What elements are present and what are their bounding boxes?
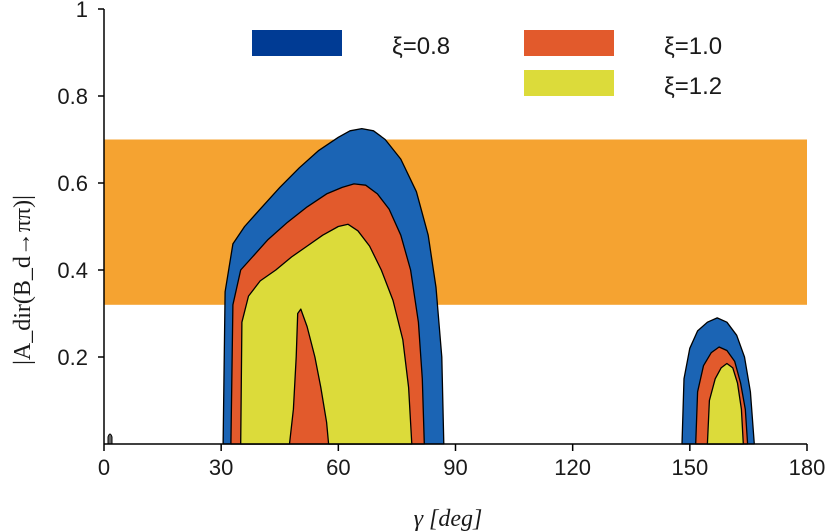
region-3-2 [706, 362, 744, 445]
legend: ξ=0.8 ξ=1.0 ξ=1.2 [252, 30, 722, 100]
legend-label: ξ=1.2 [664, 73, 722, 100]
y-axis-title: |A_dir(B_d→ππ)| [10, 195, 36, 365]
x-axis-title: γ [deg] [414, 506, 483, 532]
x-tick-label: 0 [98, 455, 110, 480]
y-tick-label: 1 [76, 0, 88, 22]
region-layer [222, 127, 755, 445]
x-tick-label: 150 [671, 455, 708, 480]
x-tick-label: 60 [326, 455, 350, 480]
tiny-marker [107, 433, 113, 445]
x-tick-label: 30 [209, 455, 233, 480]
region-3-1 [240, 223, 413, 445]
legend-swatch [252, 30, 342, 56]
tick-layer: 0 30 60 90 120 150 180 0.2 0.4 0.6 0.8 1 [57, 0, 825, 480]
legend-label: ξ=0.8 [392, 33, 450, 60]
y-tick-label: 0.6 [57, 171, 88, 196]
x-tick-label: 180 [789, 455, 826, 480]
band-layer [104, 139, 807, 305]
band-rect [104, 139, 807, 305]
y-tick-label: 0.2 [57, 345, 88, 370]
y-tick-label: 0.8 [57, 84, 88, 109]
legend-label: ξ=1.0 [664, 33, 722, 60]
y-tick-label: 0.4 [57, 258, 88, 283]
legend-swatch [524, 30, 614, 56]
x-tick-label: 120 [554, 455, 591, 480]
legend-swatch [524, 70, 614, 96]
x-tick-label: 90 [443, 455, 467, 480]
